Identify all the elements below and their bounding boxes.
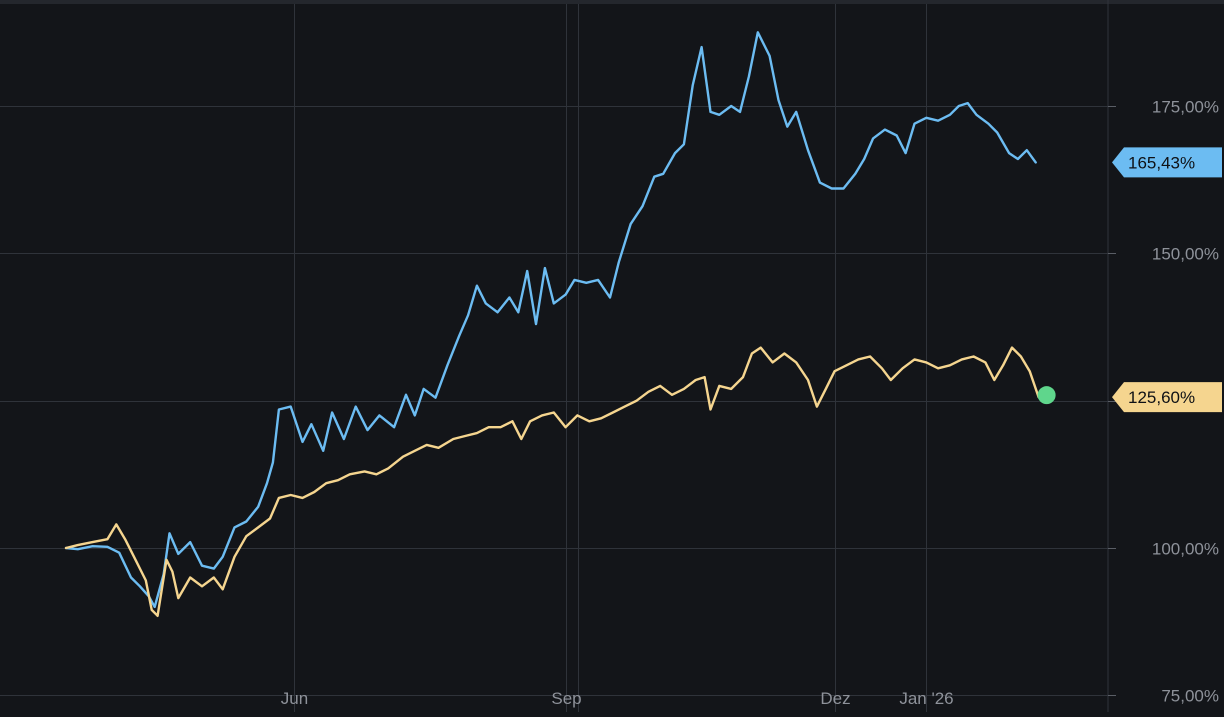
x-tick-label: Sep <box>551 689 581 708</box>
y-tick-label: 100,00% <box>1152 540 1219 559</box>
y-tick-label: 75,00% <box>1161 687 1219 706</box>
y-tick-label: 150,00% <box>1152 245 1219 264</box>
y-tick-label: 175,00% <box>1152 98 1219 117</box>
x-tick-label: Jun <box>281 689 308 708</box>
last-value-label: 125,60% <box>1128 388 1195 407</box>
top-border <box>0 0 1224 4</box>
x-tick-label: Jan '26 <box>899 689 953 708</box>
last-value-badge <box>1112 147 1222 178</box>
series-line-0 <box>64 31 1037 609</box>
live-price-dot <box>1037 386 1056 405</box>
last-value-label: 165,43% <box>1128 153 1195 172</box>
series-line-1 <box>64 346 1040 617</box>
last-value-badge <box>1112 382 1222 413</box>
x-tick-label: Dez <box>820 689 850 708</box>
